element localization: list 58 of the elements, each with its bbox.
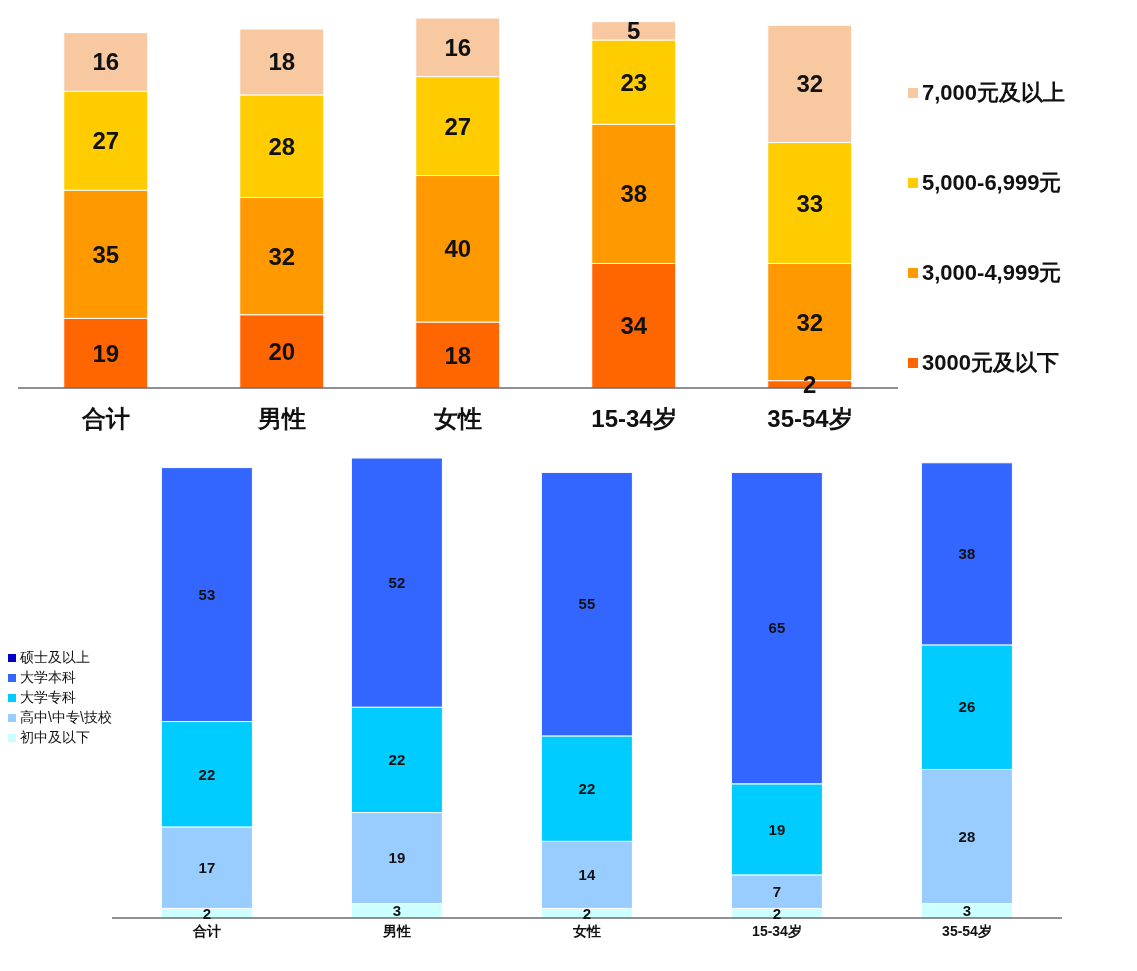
data-label: 2 (772, 904, 781, 922)
legend-label: 大学专科 (20, 689, 76, 707)
data-label: 5 (627, 17, 641, 45)
x-tick-label: 男性 (381, 922, 411, 939)
data-label: 34 (620, 312, 648, 340)
data-label: 38 (620, 180, 648, 208)
data-label: 32 (796, 70, 824, 98)
data-label: 3 (962, 902, 971, 920)
x-tick-label: 男性 (257, 405, 306, 433)
data-label: 20 (268, 337, 296, 365)
legend-label: 3000元及以下 (922, 349, 1059, 377)
data-label: 55 (578, 595, 596, 613)
data-label: 14 (578, 866, 596, 884)
data-label: 38 (958, 545, 976, 563)
data-label: 28 (958, 827, 976, 845)
data-label: 26 (958, 698, 976, 716)
data-label: 16 (444, 33, 472, 61)
data-label: 32 (796, 308, 824, 336)
data-label: 53 (198, 585, 216, 603)
legend-label: 7,000元及以上 (922, 79, 1066, 107)
data-label: 19 (92, 339, 120, 367)
data-label: 28 (268, 132, 296, 160)
data-label: 23 (620, 68, 648, 96)
data-label: 22 (198, 765, 216, 783)
legend-label: 3,000-4,999元 (922, 259, 1062, 287)
data-label: 33 (796, 189, 824, 217)
x-tick-label: 女性 (571, 922, 601, 939)
data-label: 18 (268, 48, 296, 76)
x-tick-label: 15-34岁 (591, 405, 677, 433)
data-label: 22 (388, 751, 406, 769)
data-label: 17 (198, 859, 216, 877)
legend-label: 高中\中专\技校 (20, 709, 112, 727)
x-tick-label: 合计 (191, 922, 221, 939)
data-label: 2 (582, 904, 591, 922)
data-label: 18 (444, 341, 472, 369)
data-label: 52 (388, 573, 406, 591)
x-tick-label: 15-34岁 (751, 922, 802, 939)
data-label: 40 (444, 235, 472, 263)
legend-label: 5,000-6,999元 (922, 169, 1062, 197)
x-tick-label: 35-54岁 (767, 405, 853, 433)
data-label: 35 (92, 240, 120, 268)
legend-label: 初中及以下 (20, 729, 90, 747)
x-tick-label: 35-54岁 (941, 922, 992, 939)
data-label: 27 (444, 112, 472, 140)
data-label: 3 (392, 902, 401, 920)
data-label: 65 (768, 619, 786, 637)
x-tick-label: 合计 (81, 405, 130, 433)
data-label: 19 (768, 820, 786, 838)
legend-label: 硕士及以上 (20, 649, 90, 667)
legend-label: 大学本科 (20, 669, 76, 687)
data-label: 19 (388, 849, 406, 867)
data-label: 32 (268, 242, 296, 270)
data-label: 22 (578, 779, 596, 797)
data-label: 2 (202, 904, 211, 922)
data-label: 27 (92, 127, 120, 155)
x-tick-label: 女性 (433, 405, 482, 433)
data-label: 7 (772, 882, 781, 900)
data-label: 16 (92, 48, 120, 76)
